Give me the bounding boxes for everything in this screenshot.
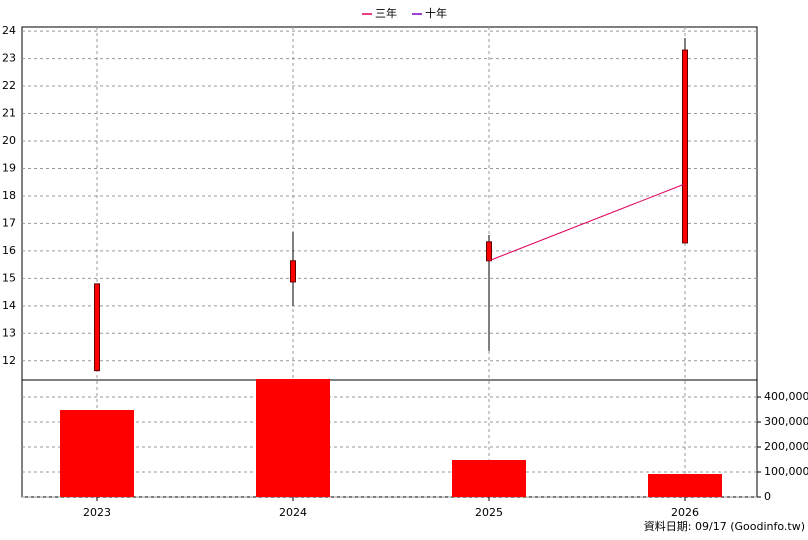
- y-tick-label: 18: [2, 189, 16, 202]
- y-tick-label: 24: [2, 24, 16, 37]
- y2-tick-label: 300,000: [764, 415, 808, 428]
- y-tick-label: 21: [2, 107, 16, 120]
- x-tick-label: 2023: [83, 506, 111, 519]
- volume-bar: [648, 474, 722, 497]
- line-series: [488, 183, 686, 262]
- x-tick-label: 2025: [475, 506, 503, 519]
- candle-body: [94, 283, 100, 372]
- volume-bar: [256, 379, 330, 497]
- legend-label: 十年: [425, 6, 447, 20]
- y-tick-label: 23: [2, 52, 16, 65]
- y-tick-label: 16: [2, 244, 16, 257]
- candle-body: [682, 49, 688, 244]
- y-tick-label: 17: [2, 216, 16, 229]
- candle-body: [290, 260, 296, 283]
- legend-label: 三年: [375, 6, 397, 20]
- candle-body: [486, 241, 492, 262]
- y-tick-label: 15: [2, 271, 16, 284]
- y-tick-label: 13: [2, 326, 16, 339]
- y-tick-label: 14: [2, 299, 16, 312]
- x-tick-label: 2026: [671, 506, 699, 519]
- volume-bar: [452, 460, 526, 497]
- y-tick-label: 12: [2, 354, 16, 367]
- y2-tick-label: 0: [764, 490, 771, 503]
- y-tick-label: 20: [2, 134, 16, 147]
- y2-tick-label: 100,000: [764, 465, 808, 478]
- volume-bar: [60, 410, 134, 497]
- y-tick-label: 19: [2, 161, 16, 174]
- y2-tick-label: 200,000: [764, 440, 808, 453]
- y-tick-label: 22: [2, 79, 16, 92]
- source-note: 資料日期: 09/17 (Goodinfo.tw): [644, 519, 805, 533]
- y2-tick-label: 400,000: [764, 390, 808, 403]
- x-tick-label: 2024: [279, 506, 307, 519]
